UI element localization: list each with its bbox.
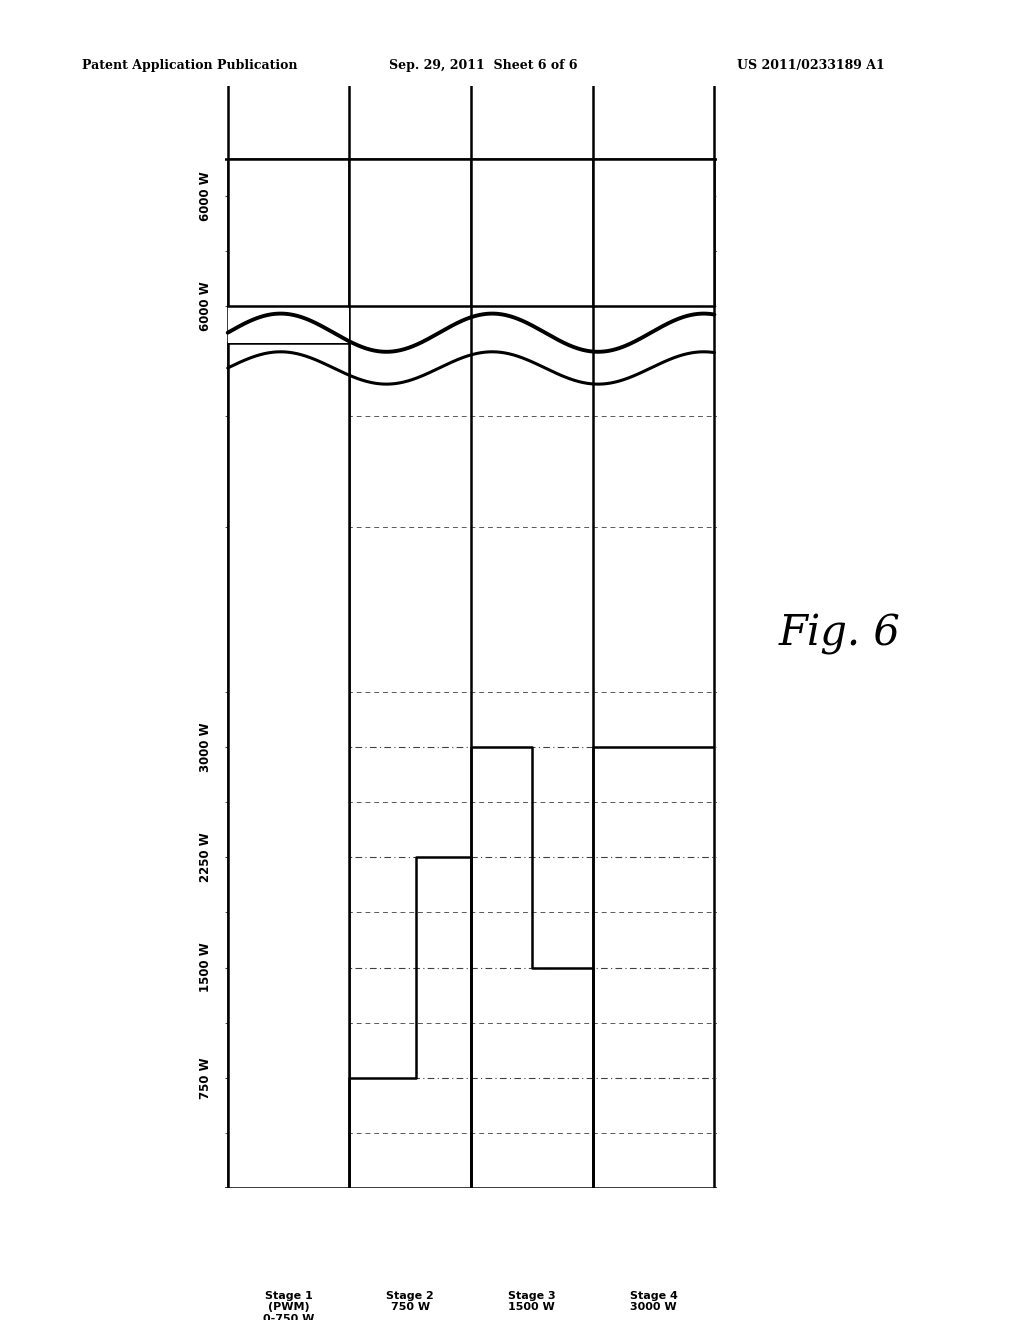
Text: 3000 W: 3000 W — [199, 722, 212, 772]
Text: Stage 1
(PWM)
0-750 W: Stage 1 (PWM) 0-750 W — [263, 1291, 314, 1320]
Text: Stage 2
750 W: Stage 2 750 W — [386, 1291, 434, 1312]
Text: Stage 4
3000 W: Stage 4 3000 W — [630, 1291, 678, 1312]
Text: US 2011/0233189 A1: US 2011/0233189 A1 — [737, 59, 885, 73]
Bar — [349, 160, 471, 306]
Text: 6000 W: 6000 W — [199, 172, 212, 220]
Text: Stage 3
1500 W: Stage 3 1500 W — [508, 1291, 556, 1312]
Bar — [593, 160, 715, 306]
Text: 750 W: 750 W — [199, 1057, 212, 1098]
Text: Sep. 29, 2011  Sheet 6 of 6: Sep. 29, 2011 Sheet 6 of 6 — [389, 59, 578, 73]
Text: 1500 W: 1500 W — [199, 942, 212, 993]
Bar — [227, 306, 349, 343]
Bar — [471, 160, 593, 306]
Text: 2250 W: 2250 W — [199, 833, 212, 882]
Bar — [227, 343, 349, 1188]
Text: Fig. 6: Fig. 6 — [778, 612, 901, 655]
Text: 6000 W: 6000 W — [199, 281, 212, 331]
Text: Patent Application Publication: Patent Application Publication — [82, 59, 297, 73]
Bar — [227, 160, 349, 306]
